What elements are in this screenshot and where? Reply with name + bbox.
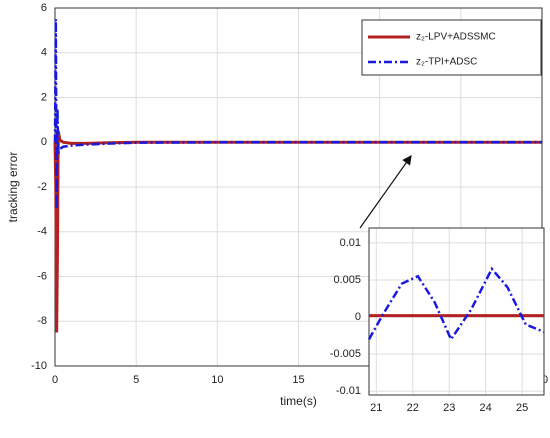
- y-tick-label: 0.01: [340, 237, 361, 249]
- y-tick-label: -8: [37, 315, 47, 327]
- y-tick-label: -4: [37, 226, 47, 238]
- x-tick-label: 24: [480, 402, 492, 414]
- x-tick-label: 21: [370, 402, 382, 414]
- x-tick-label: 0: [52, 374, 58, 386]
- plot-area: [369, 228, 544, 395]
- y-tick-label: -0.005: [330, 348, 361, 360]
- y-tick-label: 0: [41, 136, 47, 148]
- x-tick-label: 15: [292, 374, 304, 386]
- legend-label: z₂-TPI+ADSC: [416, 57, 477, 68]
- y-axis-label: tracking error: [6, 152, 20, 223]
- y-tick-label: -0.01: [336, 385, 361, 397]
- series-line: [53, 19, 542, 210]
- y-tick-label: -6: [37, 270, 47, 282]
- x-tick-label: 22: [407, 402, 419, 414]
- x-axis-label: time(s): [280, 394, 317, 408]
- y-tick-label: 6: [41, 2, 47, 14]
- y-tick-label: -2: [37, 181, 47, 193]
- x-tick-label: 23: [443, 402, 455, 414]
- legend-label: z₂-LPV+ADSSMC: [416, 32, 496, 43]
- legend-box: [361, 19, 542, 76]
- y-tick-label: -10: [31, 360, 47, 372]
- x-tick-label: 25: [516, 402, 528, 414]
- x-tick-label: 5: [133, 374, 139, 386]
- x-tick-label: 10: [211, 374, 223, 386]
- annotation-arrow: [359, 155, 412, 229]
- y-tick-label: 4: [41, 47, 47, 59]
- plot-frame: [368, 227, 545, 396]
- y-tick-label: 0.005: [333, 274, 361, 286]
- series-line: [367, 266, 545, 342]
- y-tick-label: 0: [355, 311, 361, 323]
- y-tick-label: 2: [41, 91, 47, 103]
